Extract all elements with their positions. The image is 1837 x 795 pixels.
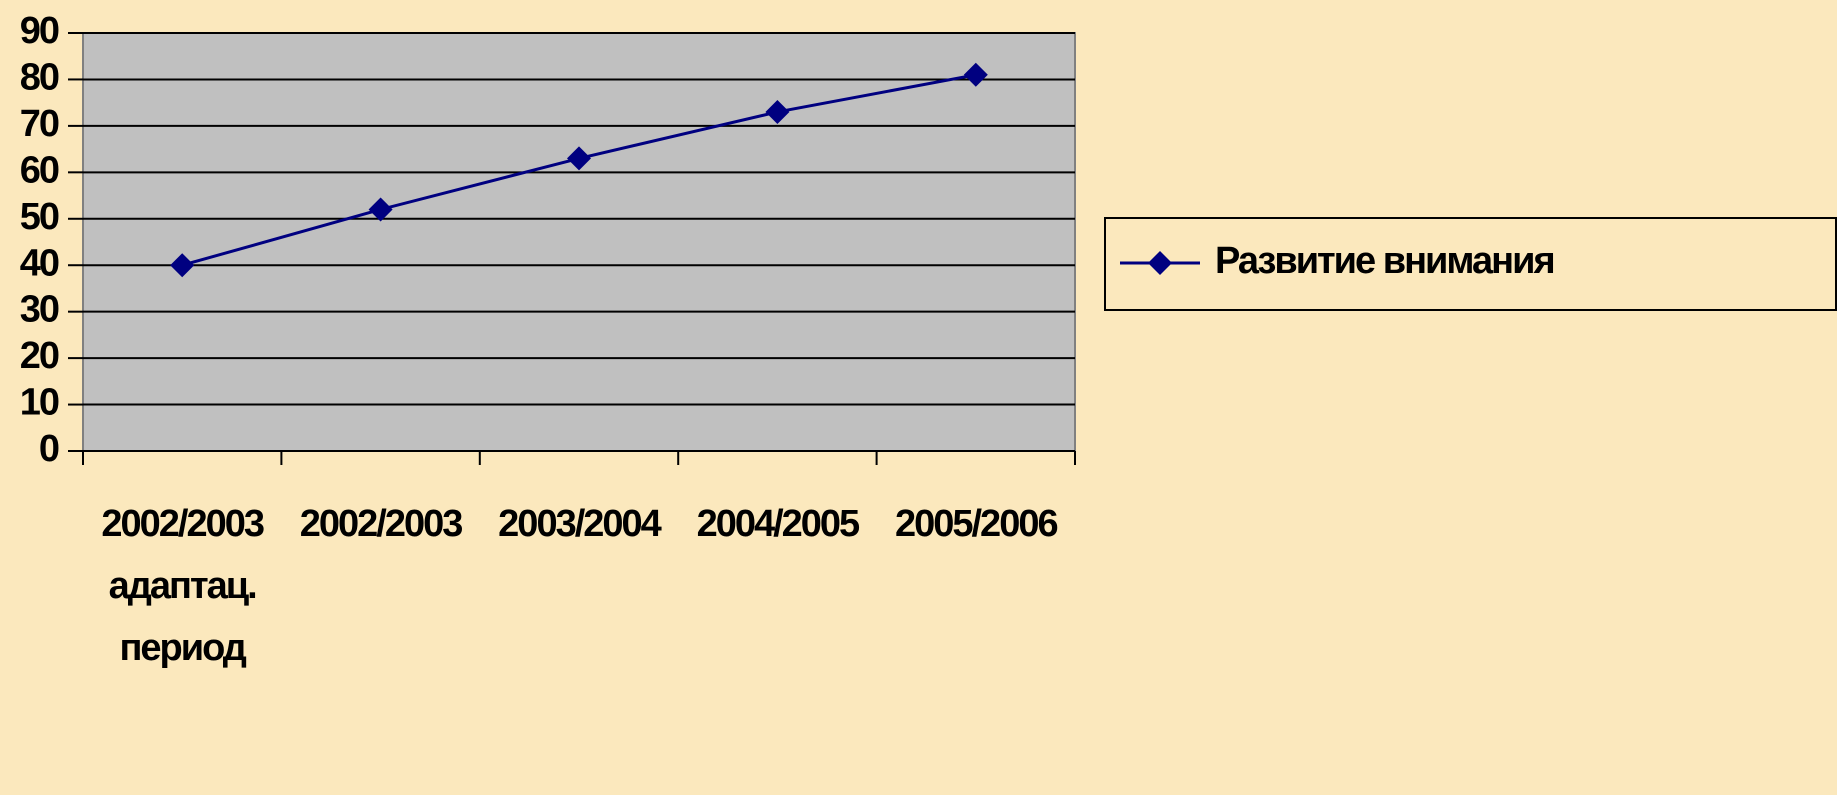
data-point xyxy=(170,253,195,278)
x-tick-label: 2003/2004 xyxy=(498,503,662,545)
y-tick-label: 80 xyxy=(20,56,59,98)
legend-label: Развитие внимания xyxy=(1215,240,1554,282)
legend-marker xyxy=(1148,251,1172,275)
plot-area xyxy=(82,32,1076,452)
y-tick-label: 90 xyxy=(20,10,59,52)
y-tick-label: 30 xyxy=(20,289,59,331)
y-tick-label: 0 xyxy=(39,428,59,470)
data-point xyxy=(963,62,988,87)
x-tick-label: 2002/2003 xyxy=(299,503,464,545)
y-tick-label: 20 xyxy=(20,335,59,377)
data-point xyxy=(567,146,591,171)
y-tick-label: 40 xyxy=(20,242,59,284)
x-tick-label: 2004/2005 xyxy=(696,503,861,545)
y-tick-label: 70 xyxy=(20,103,59,145)
x-tick-label: 2005/2006 xyxy=(894,503,1059,545)
legend-box xyxy=(1104,217,1837,311)
y-tick-label: 60 xyxy=(20,149,59,191)
x-tick-label: 2002/2003 адаптац. период xyxy=(101,503,265,669)
data-point xyxy=(368,197,393,222)
y-tick-label: 10 xyxy=(20,382,59,424)
y-tick-label: 50 xyxy=(20,196,59,238)
data-point xyxy=(765,99,790,124)
